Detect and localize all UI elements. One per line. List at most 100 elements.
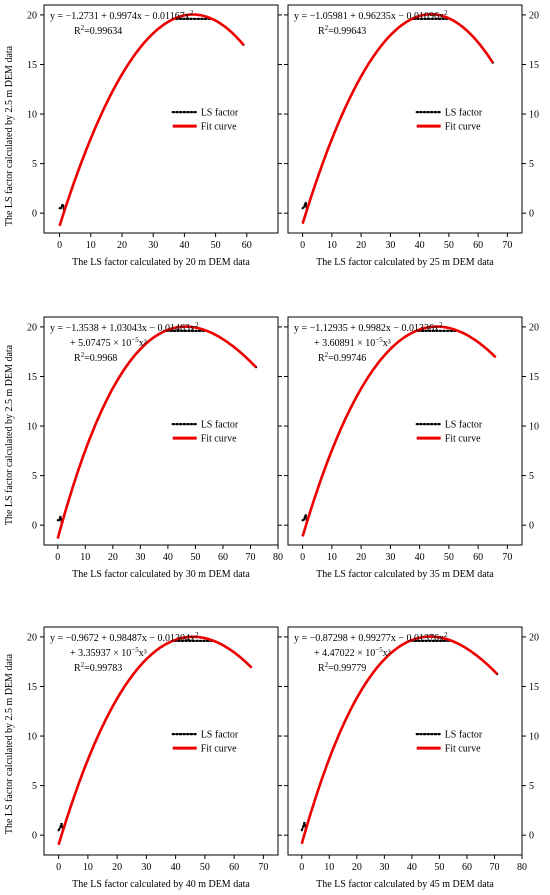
equation-superscript: 2: [444, 9, 448, 17]
legend-label-fit-curve: Fit curve: [201, 744, 237, 755]
equation-line-3: R2=0.99783: [74, 661, 122, 674]
x-tick-label: 50: [444, 552, 454, 563]
equation-text: + 3.35937 × 10: [70, 648, 131, 659]
y-tick-label-right: 15: [529, 60, 539, 71]
y-tick-label: 10: [27, 422, 37, 433]
x-tick-label: 10: [327, 240, 337, 251]
equation-superscript: 2: [81, 661, 85, 669]
x-tick-label: 50: [434, 862, 444, 873]
y-tick-label: 20: [27, 10, 37, 21]
x-axis-label: The LS factor calculated by 20 m DEM dat…: [72, 257, 250, 268]
chart-panel-3: 0 10 20 30 40 50 60 70 80 0 5 10 15 20 The LS factor c…: [4, 316, 283, 580]
equation-line-2: + 5.07475 × 10−5x³: [70, 336, 147, 349]
y-tick-label: 10: [27, 110, 37, 121]
y-tick-label: 15: [27, 372, 37, 383]
x-tick-label: 0: [299, 862, 304, 873]
y-tick-label-right: 10: [529, 422, 539, 433]
x-tick-label: 20: [117, 240, 127, 251]
fit-curve-series: [57, 635, 253, 846]
y-tick-label-right: 20: [529, 10, 539, 21]
y-tick-label: 15: [27, 682, 37, 693]
chart-panel-1: 0 10 20 30 40 50 60 0 5 10 15 20 The LS factor calcu…: [4, 4, 282, 268]
x-axis-label: The LS factor calculated by 35 m DEM dat…: [316, 569, 494, 580]
x-tick-label: 0: [300, 552, 305, 563]
equation-text: y = −1.05981 + 0.96235x − 0.01096x: [294, 11, 444, 22]
y-tick-label-right: 10: [529, 110, 539, 121]
x-tick-label: 40: [415, 240, 425, 251]
x-tick-label: 20: [112, 862, 122, 873]
x-tick-label: 0: [57, 240, 62, 251]
legend-label-fit-curve: Fit curve: [201, 434, 237, 445]
x-tick-label: 70: [258, 862, 268, 873]
y-tick-label-right: 10: [529, 732, 539, 743]
equation-superscript: 2: [325, 351, 329, 359]
equation-text: R: [318, 663, 325, 674]
x-tick-label: 60: [473, 240, 483, 251]
equation-line-3: R2=0.9968: [74, 351, 117, 364]
legend-label-fit-curve: Fit curve: [445, 122, 481, 133]
chart-panel-6: 0 10 20 30 40 50 60 70 80 0 5 10 15 20 The LS factor c…: [284, 626, 539, 890]
fit-curve-series: [301, 325, 497, 537]
equation-text: R: [74, 26, 81, 37]
x-tick-label: 0: [300, 240, 305, 251]
equation-text: + 3.60891 × 10: [314, 338, 375, 349]
x-tick-label: 70: [245, 552, 255, 563]
equation-superscript: 2: [81, 351, 85, 359]
y-tick-label: 10: [27, 732, 37, 743]
x-tick-label: 30: [141, 862, 151, 873]
equation-after: x³: [139, 338, 147, 349]
legend-label-fit-curve: Fit curve: [201, 122, 237, 133]
plot-area: [58, 13, 245, 227]
equation-text: + 5.07475 × 10: [70, 338, 131, 349]
equation-after: =0.99634: [84, 26, 122, 37]
fit-curve-series: [58, 13, 245, 227]
y-tick-label-right: 0: [529, 521, 534, 532]
equation-superscript: −5: [131, 646, 139, 654]
equation-after: =0.99783: [84, 663, 122, 674]
x-tick-label: 40: [415, 552, 425, 563]
chart-panel-2: 0 10 20 30 40 50 60 70 0 5 10 15 20 The LS factor cal…: [284, 4, 539, 268]
equation-text: y = −0.9672 + 0.98487x − 0.01304x: [50, 633, 195, 644]
equation-line-2: + 3.35937 × 10−5x³: [70, 646, 147, 659]
x-axis-label: The LS factor calculated by 40 m DEM dat…: [72, 879, 250, 890]
equation-line-3: R2=0.99779: [318, 661, 366, 674]
plot-area: [301, 13, 494, 225]
y-tick-label-right: 0: [529, 831, 534, 842]
x-tick-label: 50: [444, 240, 454, 251]
equation-after: x³: [383, 648, 391, 659]
equation-text: R: [318, 26, 325, 37]
equation-line-1: y = −0.9672 + 0.98487x − 0.01304x2: [50, 631, 199, 644]
fit-curve-series: [300, 635, 499, 845]
equation-line-1: y = −1.12935 + 0.9982x − 0.01336x2: [294, 321, 443, 334]
x-tick-label: 30: [385, 552, 395, 563]
equation-line-2: R2=0.99643: [318, 24, 366, 37]
y-axis-label: The LS factor calculated by 2.5 m DEM da…: [4, 45, 15, 226]
legend-label-fit-curve: Fit curve: [445, 434, 481, 445]
equation-line-1: y = −0.87298 + 0.99277x − 0.01376x2: [294, 631, 448, 644]
fit-curve-series: [301, 13, 494, 225]
y-axis-label: The LS factor calculated by 2.5 m DEM da…: [4, 653, 15, 834]
legend-label-ls-factor: LS factor: [445, 108, 483, 119]
x-tick-label: 10: [83, 862, 93, 873]
y-tick-label: 5: [32, 781, 37, 792]
equation-superscript: 2: [439, 321, 443, 329]
x-tick-label: 10: [80, 552, 90, 563]
legend-label-ls-factor: LS factor: [201, 730, 239, 741]
x-tick-label: 20: [356, 240, 366, 251]
x-tick-label: 0: [55, 552, 60, 563]
x-tick-label: 10: [86, 240, 96, 251]
legend-label-ls-factor: LS factor: [445, 420, 483, 431]
plot-frame: [43, 4, 279, 234]
x-tick-label: 70: [489, 862, 499, 873]
x-tick-label: 80: [273, 552, 283, 563]
equation-line-3: R2=0.99746: [318, 351, 366, 364]
plot-area: [57, 635, 253, 846]
plot-frame: [287, 4, 523, 234]
chart-panel-4: 0 10 20 30 40 50 60 70 0 5 10 15 20 The LS factor cal…: [284, 316, 539, 580]
x-tick-label: 60: [229, 862, 239, 873]
y-tick-label: 0: [32, 209, 37, 220]
equation-text: y = −1.3538 + 1.03043x − 0.01463x: [50, 323, 195, 334]
equation-superscript: 2: [195, 631, 199, 639]
y-tick-label: 20: [27, 632, 37, 643]
